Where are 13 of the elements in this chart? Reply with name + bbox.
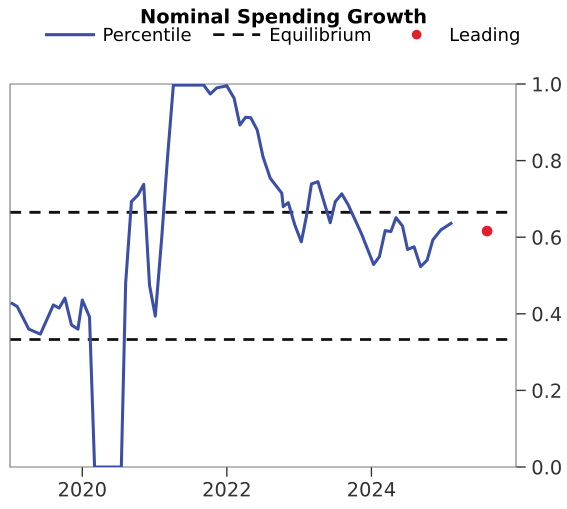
legend-label: Equilibrium <box>270 27 370 45</box>
y-tick-label: 0.4 <box>532 306 562 322</box>
legend-label: Leading <box>450 27 519 45</box>
y-tick-label: 0.8 <box>532 154 561 168</box>
y-tick-label: 0.6 <box>532 230 561 245</box>
y-tick-label: 0.0 <box>532 460 561 475</box>
y-tick-label: 1.0 <box>533 76 561 92</box>
legend-label: Percentile <box>104 27 191 42</box>
y-tick-label: 0.2 <box>532 383 560 398</box>
x-tick-label: 2022 <box>204 482 250 497</box>
x-tick-label: 2020 <box>58 482 106 497</box>
chart-title: Nominal Spending Growth <box>142 8 426 28</box>
x-tick-label: 2024 <box>348 482 396 497</box>
